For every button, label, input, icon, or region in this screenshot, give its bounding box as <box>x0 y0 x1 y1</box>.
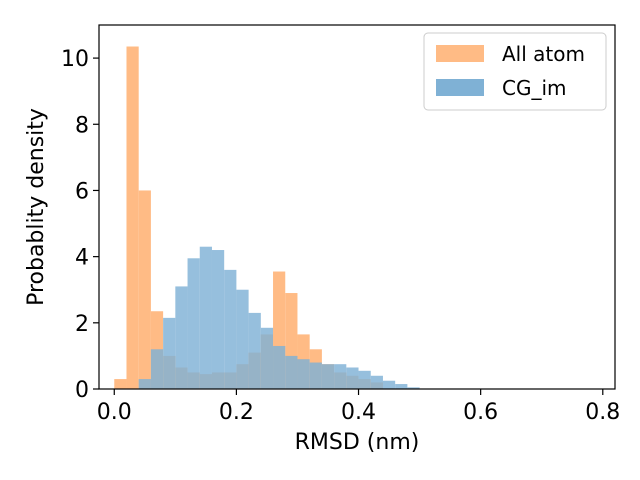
bar-cg-im-18 <box>358 370 371 389</box>
y-tick-label: 8 <box>75 113 89 138</box>
legend-label-cg-im: CG_im <box>502 76 567 100</box>
bar-cg-im-12 <box>285 355 298 389</box>
bar-cg-im-13 <box>297 359 310 389</box>
bar-cg-im-11 <box>273 345 286 389</box>
bar-cg-im-14 <box>309 362 322 389</box>
legend-label-all-atom: All atom <box>502 42 585 66</box>
bar-cg-im-20 <box>382 380 396 389</box>
bar-cg-im-6 <box>211 250 225 389</box>
x-tick-label: 0.2 <box>219 400 254 425</box>
y-tick-label: 0 <box>75 378 89 403</box>
bar-cg-im-1 <box>150 349 164 389</box>
bar-cg-im-0 <box>138 379 151 389</box>
bar-cg-im-22 <box>407 387 420 389</box>
y-tick-label: 4 <box>75 246 89 271</box>
bar-cg-im-7 <box>224 269 237 389</box>
x-axis-label: RMSD (nm) <box>295 430 420 455</box>
bar-cg-im-15 <box>321 364 335 389</box>
y-axis-label: Probablity density <box>24 108 49 306</box>
x-tick-label: 0.4 <box>341 400 376 425</box>
bar-all-atom-0 <box>114 379 127 389</box>
bar-all-atom-1 <box>126 46 139 389</box>
bar-cg-im-3 <box>175 286 188 389</box>
bar-cg-im-4 <box>187 258 200 389</box>
legend: All atom CG_im <box>423 32 607 111</box>
x-tick-label: 0.8 <box>585 400 620 425</box>
y-tick-label: 10 <box>61 47 89 72</box>
y-tick-label: 2 <box>75 312 89 337</box>
legend-swatch-all-atom <box>436 45 484 62</box>
bar-cg-im-21 <box>395 384 408 389</box>
legend-swatch-cg-im <box>436 79 484 96</box>
y-axis-ticks: 0 2 4 6 8 10 <box>61 47 99 403</box>
bar-cg-im-8 <box>236 289 249 389</box>
bar-cg-im-2 <box>163 317 176 389</box>
bar-all-atom-2 <box>138 190 151 389</box>
bar-cg-im-19 <box>370 375 383 389</box>
x-tick-label: 0.0 <box>97 400 132 425</box>
bar-cg-im-10 <box>260 327 274 389</box>
x-tick-label: 0.6 <box>463 400 498 425</box>
bars-layer <box>114 46 420 389</box>
y-tick-label: 6 <box>75 179 89 204</box>
bar-cg-im-5 <box>199 246 212 389</box>
x-axis-ticks: 0.0 0.2 0.4 0.6 0.8 <box>97 389 620 425</box>
bar-cg-im-9 <box>248 312 261 389</box>
plot-frame <box>98 24 616 390</box>
bar-cg-im-16 <box>334 364 347 389</box>
bar-cg-im-17 <box>346 367 359 389</box>
